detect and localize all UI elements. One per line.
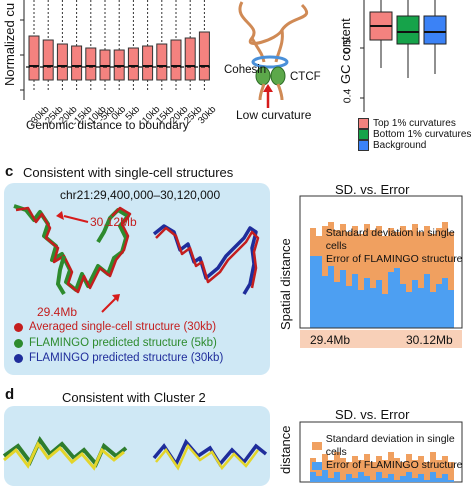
legend-swatch-icon bbox=[358, 118, 369, 129]
box bbox=[156, 43, 168, 81]
box bbox=[56, 43, 68, 81]
ctcf-right-icon bbox=[270, 66, 286, 86]
loop-drawing bbox=[238, 1, 309, 108]
chart-c-x-end: 30.12Mb bbox=[406, 333, 453, 347]
boxplot-plot bbox=[20, 0, 210, 100]
loop-diagram: Cohesin CTCF Low curvature bbox=[222, 0, 332, 130]
chart-legend-item: Error of FLAMINGO structure bbox=[312, 253, 474, 266]
box bbox=[85, 47, 97, 81]
chart-c-plot bbox=[299, 195, 463, 348]
box bbox=[127, 47, 139, 81]
box bbox=[184, 37, 196, 81]
gc-legend-label: Top 1% curvatures bbox=[373, 118, 456, 129]
chart-legend-item: Standard deviation in single cells bbox=[312, 433, 474, 459]
cohesin-ring-icon bbox=[251, 55, 289, 69]
gc-legend-item: Background bbox=[358, 140, 471, 151]
box bbox=[42, 39, 54, 81]
dot-icon bbox=[14, 338, 23, 348]
box bbox=[142, 45, 154, 81]
curvature-boxplot: Normalized cu -30kb -25kb -20kb -15kb -10kb -… bbox=[0, 0, 220, 140]
chart-c-x-start: 29.4Mb bbox=[310, 333, 351, 347]
panel-c-structures bbox=[13, 204, 260, 313]
gc-legend-item: Top 1% curvatures bbox=[358, 118, 471, 129]
chart-legend-label: Error of FLAMINGO structure bbox=[326, 253, 463, 265]
structure-legend-label: Averaged single-cell structure (30kb) bbox=[29, 321, 217, 333]
legend-swatch-icon bbox=[312, 442, 322, 450]
panel-c-region: chr21:29,400,000–30,120,000 bbox=[60, 188, 221, 202]
box bbox=[198, 31, 210, 81]
chart-legend-label: Standard deviation in single cells bbox=[325, 227, 455, 252]
chart-d-legend: Standard deviation in single cells Error… bbox=[312, 433, 474, 472]
mark-end-label: 30.12Mb bbox=[90, 215, 137, 229]
panel-c-legend: Averaged single-cell structure (30kb) FL… bbox=[14, 320, 223, 367]
panel-c-structure-box bbox=[4, 183, 270, 375]
arrow-icon bbox=[63, 215, 89, 223]
structure-legend-item: FLAMINGO predicted structure (5kb) bbox=[14, 336, 223, 352]
structure-legend-label: FLAMINGO predicted structure (30kb) bbox=[29, 352, 224, 364]
panel-d-structures bbox=[2, 436, 268, 471]
panel-d-structure-box bbox=[4, 406, 270, 486]
panel-d-title: Consistent with Cluster 2 bbox=[62, 390, 206, 405]
gc-legend-label: Bottom 1% curvatures bbox=[373, 129, 472, 140]
structure-legend-item: Averaged single-cell structure (30kb) bbox=[14, 320, 223, 336]
gc-boxplot: GC content 0.5 0.4 Top 1% curvatures Bot… bbox=[336, 0, 474, 160]
chart-d-y-label: distance bbox=[278, 425, 293, 474]
chart-c-legend: Standard deviation in single cells Error… bbox=[312, 227, 474, 266]
chart-legend-label: Standard deviation in single cells bbox=[325, 433, 455, 458]
chart-c-title: SD. vs. Error bbox=[335, 182, 410, 197]
panel-d-letter: d bbox=[5, 386, 15, 403]
gc-legend-item: Bottom 1% curvatures bbox=[358, 129, 471, 140]
chart-d-title: SD. vs. Error bbox=[335, 407, 410, 422]
chart-legend-item: Error of FLAMINGO structure bbox=[312, 459, 474, 472]
box bbox=[170, 39, 182, 81]
mark-start-label: 29.4Mb bbox=[37, 305, 78, 319]
structure-legend-label: FLAMINGO predicted structure (5kb) bbox=[29, 336, 217, 349]
chart-legend-item: Standard deviation in single cells bbox=[312, 227, 474, 253]
legend-swatch-icon bbox=[358, 140, 369, 151]
curvature-label: Low curvature bbox=[236, 108, 312, 122]
ctcf-label: CTCF bbox=[290, 71, 321, 83]
legend-swatch-icon bbox=[312, 461, 322, 470]
chart-c-y-label: Spatial distance bbox=[278, 238, 293, 330]
panel-c-letter: c bbox=[5, 163, 14, 180]
box bbox=[28, 35, 40, 81]
legend-swatch-icon bbox=[312, 236, 322, 244]
gc-legend-label: Background bbox=[373, 140, 427, 151]
boxplot-x-label: Genomic distance to boundary bbox=[26, 118, 189, 132]
panel-c-title: Consistent with single-cell structures bbox=[23, 165, 234, 180]
chart-c-range-bar bbox=[300, 330, 462, 348]
dot-icon bbox=[14, 323, 23, 333]
box bbox=[71, 45, 83, 81]
gc-legend: Top 1% curvatures Bottom 1% curvatures B… bbox=[358, 118, 471, 151]
legend-swatch-icon bbox=[358, 129, 369, 140]
chart-legend-label: Error of FLAMINGO structure bbox=[326, 459, 463, 471]
cohesin-label: Cohesin bbox=[224, 64, 267, 76]
structure-legend-item: FLAMINGO predicted structure (30kb) bbox=[14, 351, 223, 367]
arrow-icon bbox=[101, 297, 117, 313]
legend-swatch-icon bbox=[312, 255, 322, 264]
gc-plot bbox=[360, 0, 447, 112]
dot-icon bbox=[14, 354, 23, 364]
